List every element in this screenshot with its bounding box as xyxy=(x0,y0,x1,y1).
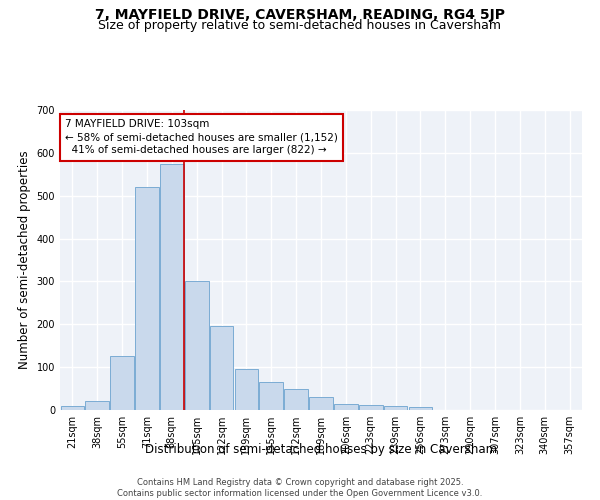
Bar xyxy=(384,406,407,410)
Bar xyxy=(160,164,184,410)
Bar xyxy=(235,370,258,410)
Bar xyxy=(359,405,383,410)
Bar xyxy=(110,356,134,410)
Y-axis label: Number of semi-detached properties: Number of semi-detached properties xyxy=(18,150,31,370)
Bar xyxy=(85,402,109,410)
Text: 7, MAYFIELD DRIVE, CAVERSHAM, READING, RG4 5JP: 7, MAYFIELD DRIVE, CAVERSHAM, READING, R… xyxy=(95,8,505,22)
Text: Distribution of semi-detached houses by size in Caversham: Distribution of semi-detached houses by … xyxy=(145,442,497,456)
Bar xyxy=(185,282,209,410)
Bar xyxy=(259,382,283,410)
Text: 7 MAYFIELD DRIVE: 103sqm
← 58% of semi-detached houses are smaller (1,152)
  41%: 7 MAYFIELD DRIVE: 103sqm ← 58% of semi-d… xyxy=(65,119,338,156)
Bar xyxy=(284,388,308,410)
Bar xyxy=(135,187,159,410)
Text: Contains HM Land Registry data © Crown copyright and database right 2025.
Contai: Contains HM Land Registry data © Crown c… xyxy=(118,478,482,498)
Bar xyxy=(309,397,333,410)
Text: Size of property relative to semi-detached houses in Caversham: Size of property relative to semi-detach… xyxy=(98,19,502,32)
Bar xyxy=(334,404,358,410)
Bar xyxy=(210,326,233,410)
Bar xyxy=(409,406,432,410)
Bar xyxy=(61,406,84,410)
